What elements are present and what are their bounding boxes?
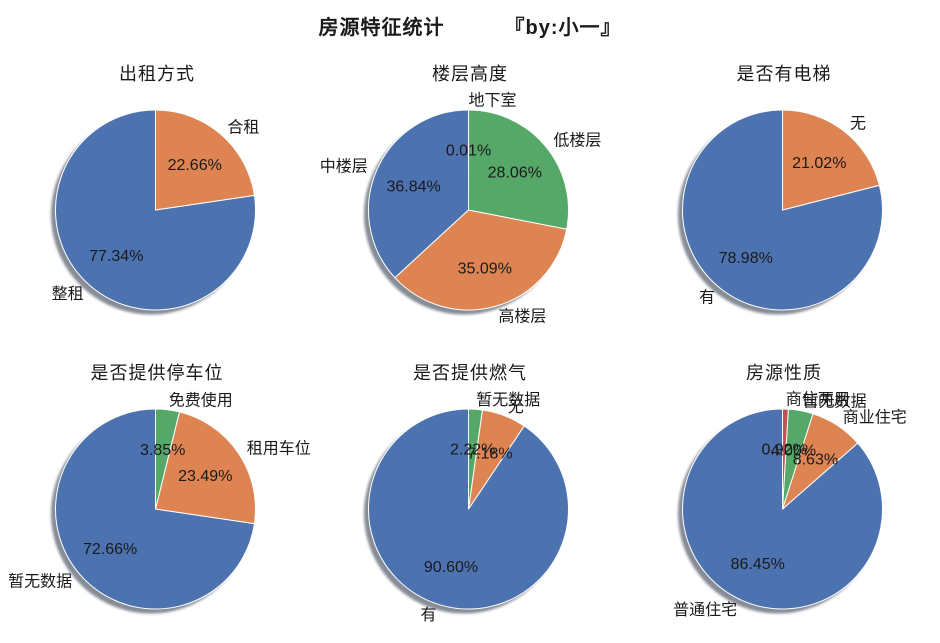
pie-chart-parking: 是否提供停车位 72.66% 暂无数据 23.49% 租用车位 3.85% 免费使用	[2, 349, 312, 641]
pct-label-1: 23.49%	[178, 468, 232, 485]
pie-chart-property-type: 房源性质 86.45% 普通住宅 8.63% 商业住宅 4.00% 暂无数据 0.92% 商住…	[629, 349, 939, 641]
pct-label-1: 22.66%	[168, 157, 222, 174]
chart-title-floor-level: 楼层高度	[432, 64, 508, 84]
pie-slice-3	[782, 408, 789, 510]
pct-label-0: 86.45%	[731, 556, 785, 573]
chart-title-gas: 是否提供燃气	[413, 363, 527, 383]
category-label-1: 无	[508, 399, 524, 416]
chart-title-elevator: 是否有电梯	[736, 64, 832, 84]
figure-title-byline: 『by:小一』	[504, 17, 622, 39]
pie-slice-1	[782, 109, 880, 211]
pct-label-1: 7.18%	[467, 446, 512, 463]
category-label-2: 低楼层	[553, 132, 601, 150]
pct-label-2: 3.85%	[140, 442, 185, 459]
pie-slice-2	[468, 109, 569, 230]
pct-label-2: 4.00%	[771, 443, 816, 460]
category-label-3: 地下室	[469, 92, 517, 110]
chart-title-parking: 是否提供停车位	[90, 363, 224, 383]
category-label-3: 商住两用	[786, 391, 850, 409]
pct-label-2: 28.06%	[488, 165, 542, 182]
pie-parking: 72.66% 暂无数据 23.49% 租用车位 3.85% 免费使用	[8, 391, 311, 614]
pct-label-0: 90.60%	[424, 559, 478, 576]
pie-floor-level: 36.84% 中楼层 35.09% 高楼层 28.06% 低楼层 0.01% 地下室	[320, 92, 602, 326]
category-label-0: 有	[420, 606, 436, 624]
pie-slice-1	[394, 209, 568, 311]
pct-label-2: 2.22%	[450, 442, 495, 459]
chart-title-property-type: 房源性质	[746, 363, 822, 383]
category-label-1: 商业住宅	[843, 409, 907, 427]
pct-label-0: 77.34%	[89, 248, 143, 265]
category-label-0: 普通住宅	[673, 601, 737, 619]
pie-slice-0	[368, 109, 469, 279]
category-label-2: 暂无数据	[803, 392, 867, 410]
pct-label-3: 0.01%	[446, 143, 491, 160]
pie-elevator: 78.98% 有 21.02% 无	[678, 109, 884, 315]
category-label-1: 合租	[227, 118, 259, 136]
pie-slice-1	[155, 109, 255, 211]
category-label-1: 高楼层	[498, 308, 546, 326]
pie-property-type: 86.45% 普通住宅 8.63% 商业住宅 4.00% 暂无数据 0.92% 商住两用	[673, 391, 907, 619]
figure-title: 房源特征统计 『by:小一』	[0, 11, 940, 40]
pct-label-1: 21.02%	[792, 155, 846, 172]
pct-label-1: 35.09%	[458, 260, 512, 277]
pct-label-0: 72.66%	[83, 541, 137, 558]
pie-rental-type: 77.34% 整租 22.66% 合租	[51, 109, 259, 315]
pie-slice-1	[155, 411, 256, 525]
pct-label-3: 0.92%	[762, 442, 807, 459]
pie-chart-floor-level: 楼层高度 36.84% 中楼层 35.09% 高楼层 28.06% 低楼层 0.01% 地下室	[315, 50, 625, 342]
pie-chart-rental-type: 出租方式 77.34% 整租 22.66% 合租	[2, 50, 312, 342]
pct-label-1: 8.63%	[793, 451, 838, 468]
category-label-2: 暂无数据	[476, 391, 540, 409]
category-label-0: 整租	[52, 285, 84, 303]
pct-label-0: 78.98%	[719, 250, 773, 267]
category-label-1: 无	[850, 116, 866, 133]
pie-slice-2	[468, 408, 483, 510]
category-label-0: 中楼层	[320, 157, 368, 175]
figure-title-text: 房源特征统计	[318, 17, 445, 39]
pct-label-0: 36.84%	[386, 179, 440, 196]
pie-chart-gas: 是否提供燃气 90.60% 有 7.18% 无 2.22% 暂无数据	[315, 349, 625, 641]
category-label-0: 有	[699, 289, 715, 307]
pie-gas: 90.60% 有 7.18% 无 2.22% 暂无数据	[364, 391, 569, 624]
pie-slice-0	[55, 408, 255, 610]
category-label-0: 暂无数据	[8, 573, 72, 591]
category-label-1: 租用车位	[247, 439, 311, 457]
chart-title-rental-type: 出租方式	[119, 64, 195, 84]
pie-chart-elevator: 是否有电梯 78.98% 有 21.02% 无	[629, 50, 939, 342]
category-label-2: 免费使用	[169, 391, 233, 409]
pie-slice-2	[155, 408, 180, 510]
